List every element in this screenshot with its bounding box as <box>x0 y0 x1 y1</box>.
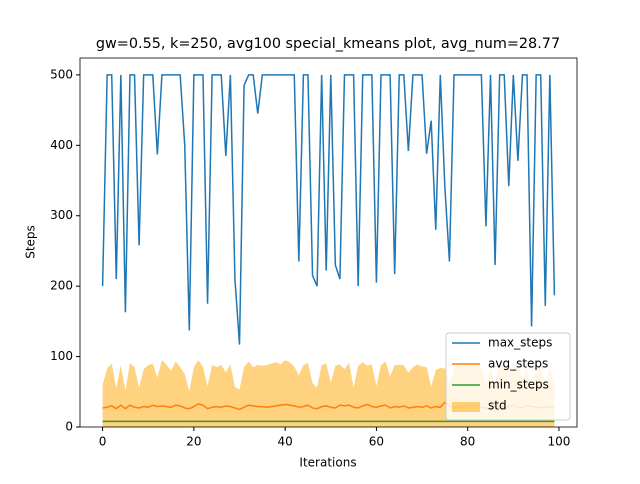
chart-title: gw=0.55, k=250, avg100 special_kmeans pl… <box>96 36 560 52</box>
x-tick-label: 80 <box>460 435 475 449</box>
std-band <box>102 360 555 427</box>
legend-label: std <box>488 399 507 413</box>
y-axis-label: Steps <box>24 225 38 259</box>
legend-label: avg_steps <box>488 357 548 371</box>
axes-frame <box>79 57 578 428</box>
y-tick-label: 500 <box>50 67 73 81</box>
y-tick-label: 300 <box>50 208 73 222</box>
x-tick-label: 0 <box>99 435 107 449</box>
legend-box <box>445 332 571 421</box>
line-0 <box>101 74 556 345</box>
legend-label: min_steps <box>488 378 549 392</box>
x-tick-label: 100 <box>548 435 571 449</box>
x-axis-label: Iterations <box>299 456 356 470</box>
y-tick-label: 200 <box>50 279 73 293</box>
x-tick-label: 60 <box>369 435 384 449</box>
y-tick-label: 400 <box>50 138 73 152</box>
plot-area <box>101 74 556 427</box>
y-tick-label: 100 <box>50 349 73 363</box>
legend-swatch <box>452 402 480 412</box>
y-tick-label: 0 <box>65 420 73 434</box>
x-tick-label: 20 <box>186 435 201 449</box>
x-tick-label: 40 <box>278 435 293 449</box>
legend-label: max_steps <box>488 336 552 350</box>
